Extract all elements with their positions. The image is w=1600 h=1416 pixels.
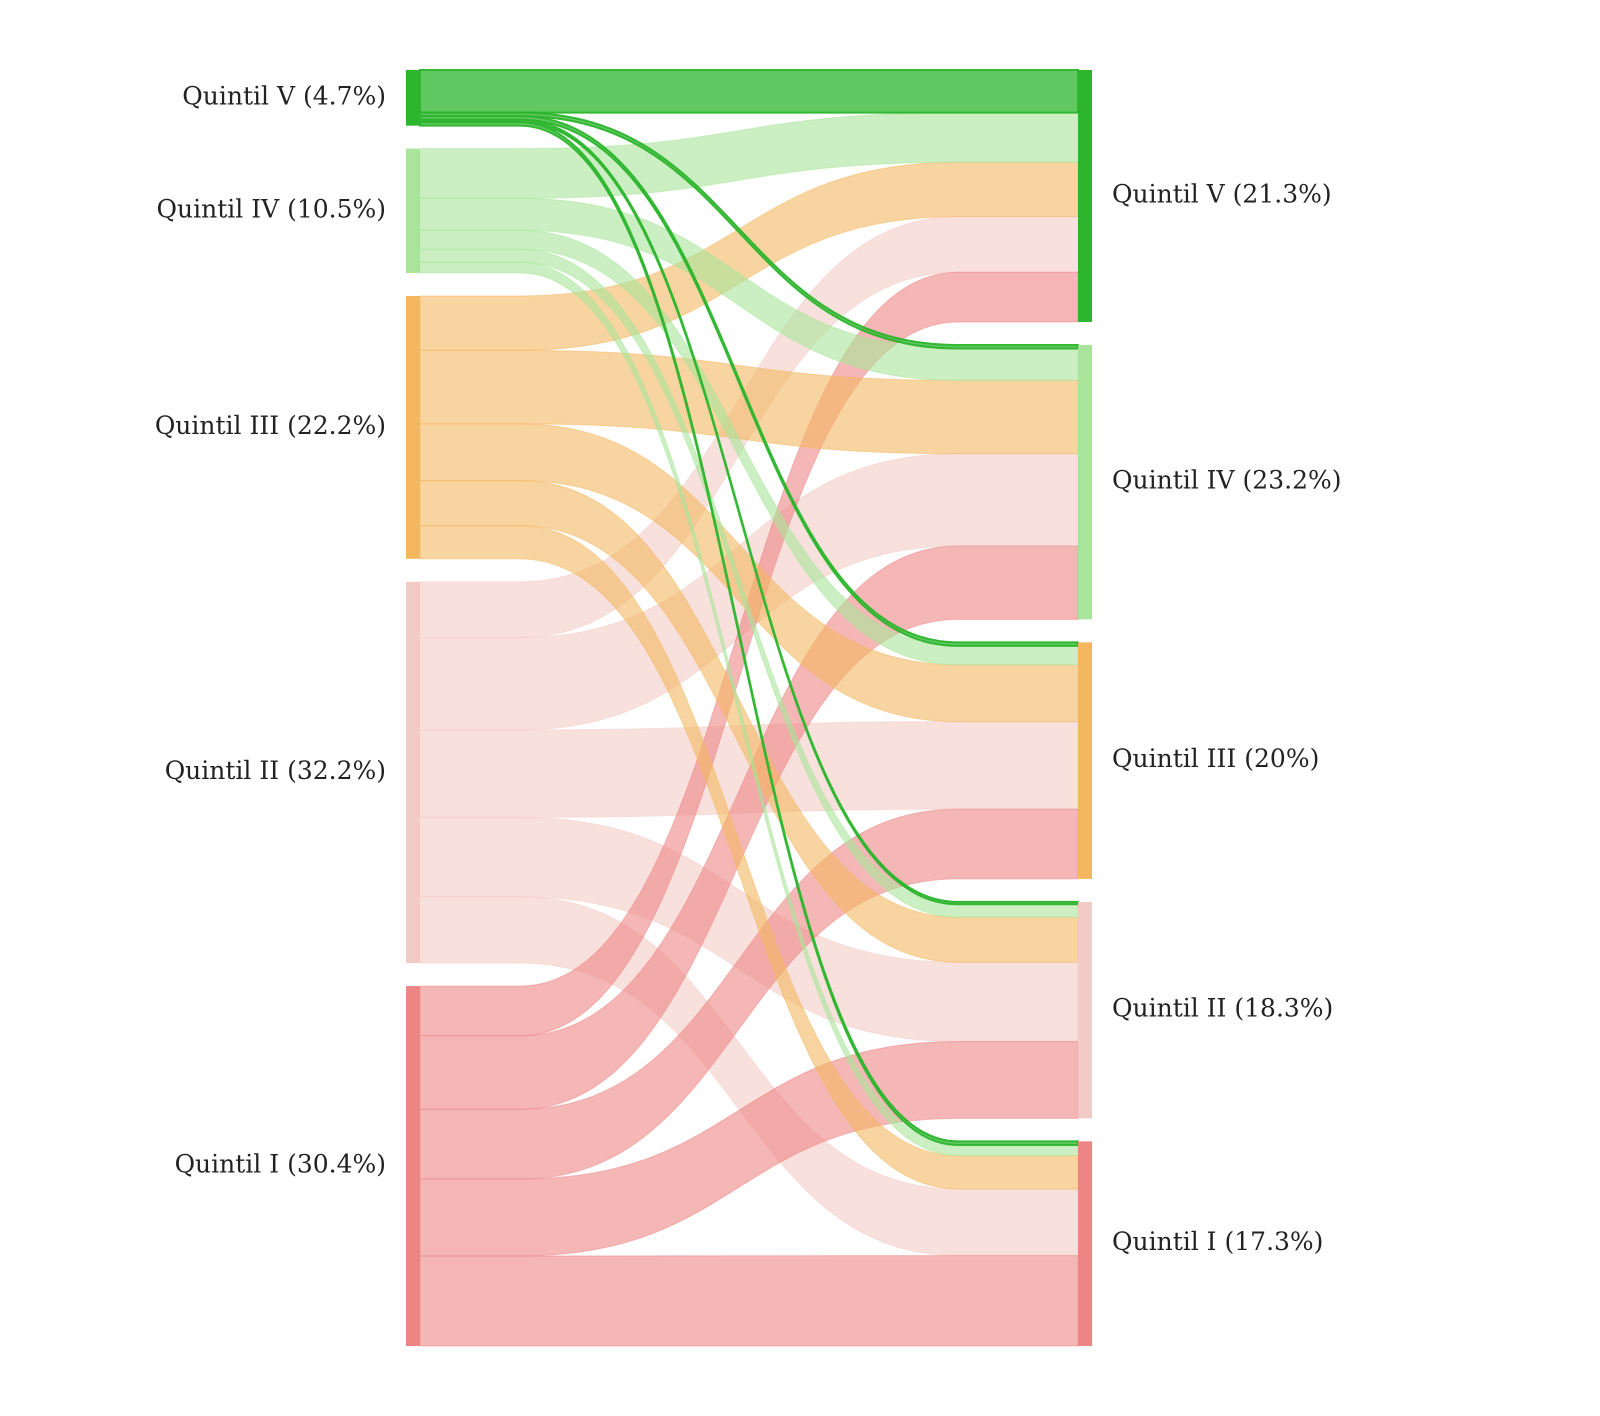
right-node-r4 xyxy=(1078,344,1092,620)
flow-l1-to-r1 xyxy=(419,1255,1079,1347)
right-label-r1: Quintil I (17.3%) xyxy=(1112,1227,1323,1256)
right-label-r4: Quintil IV (23.2%) xyxy=(1112,466,1341,495)
left-node-l5 xyxy=(406,70,420,126)
left-node-l1 xyxy=(406,986,420,1346)
right-label-r2: Quintil II (18.3%) xyxy=(1112,994,1333,1023)
flow-l5-to-r5 xyxy=(419,68,1079,114)
right-node-r1 xyxy=(1078,1141,1092,1346)
right-node-r5 xyxy=(1078,70,1092,322)
flow-layer xyxy=(419,68,1079,1347)
left-node-l3 xyxy=(406,295,420,559)
left-node-l2 xyxy=(406,581,420,964)
right-label-r5: Quintil V (21.3%) xyxy=(1112,179,1332,208)
left-label-l5: Quintil V (4.7%) xyxy=(182,81,386,110)
node-layer xyxy=(406,70,1092,1346)
right-node-r3 xyxy=(1078,642,1092,879)
left-label-l2: Quintil II (32.2%) xyxy=(165,756,386,785)
left-label-l1: Quintil I (30.4%) xyxy=(175,1150,386,1179)
label-layer: Quintil V (4.7%) Quintil IV (10.5%) Quinti… xyxy=(155,81,1342,1256)
left-node-l4 xyxy=(406,148,420,273)
left-label-l4: Quintil IV (10.5%) xyxy=(157,194,386,223)
right-node-r2 xyxy=(1078,901,1092,1119)
flow-l1-to-r4 xyxy=(419,545,1079,1110)
right-label-r3: Quintil III (20%) xyxy=(1112,744,1319,773)
left-label-l3: Quintil III (22.2%) xyxy=(155,411,386,440)
